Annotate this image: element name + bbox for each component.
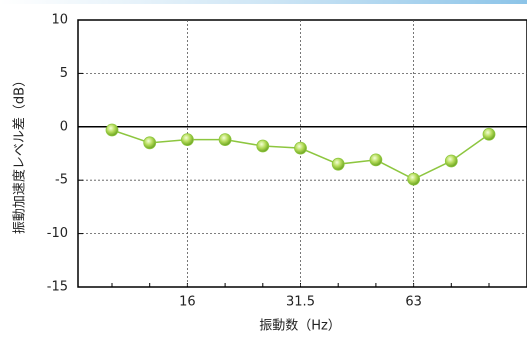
y-tick-label: 5 (60, 66, 68, 81)
data-point (444, 154, 458, 168)
x-tick-label: 31.5 (286, 295, 315, 310)
y-tick-label: 10 (51, 13, 68, 28)
x-tick-label: 16 (179, 295, 196, 310)
x-tick-label: 63 (405, 295, 422, 310)
y-tick-label: -10 (47, 226, 68, 241)
data-point (294, 141, 307, 155)
data-point (143, 136, 157, 150)
top-band (0, 0, 527, 4)
x-axis-title: 振動数（Hz） (259, 319, 341, 334)
data-point (218, 133, 232, 147)
data-point (331, 157, 345, 171)
data-point (180, 133, 194, 147)
y-tick-label: 0 (60, 119, 68, 134)
data-point (407, 172, 421, 186)
y-tick-label: -5 (55, 173, 68, 188)
y-axis-title: 振動加速度レベル差（dB） (12, 74, 28, 234)
y-tick-label: -15 (47, 280, 68, 295)
data-point (256, 139, 270, 153)
data-point (482, 127, 496, 141)
data-point (105, 123, 119, 137)
data-point (369, 153, 383, 167)
